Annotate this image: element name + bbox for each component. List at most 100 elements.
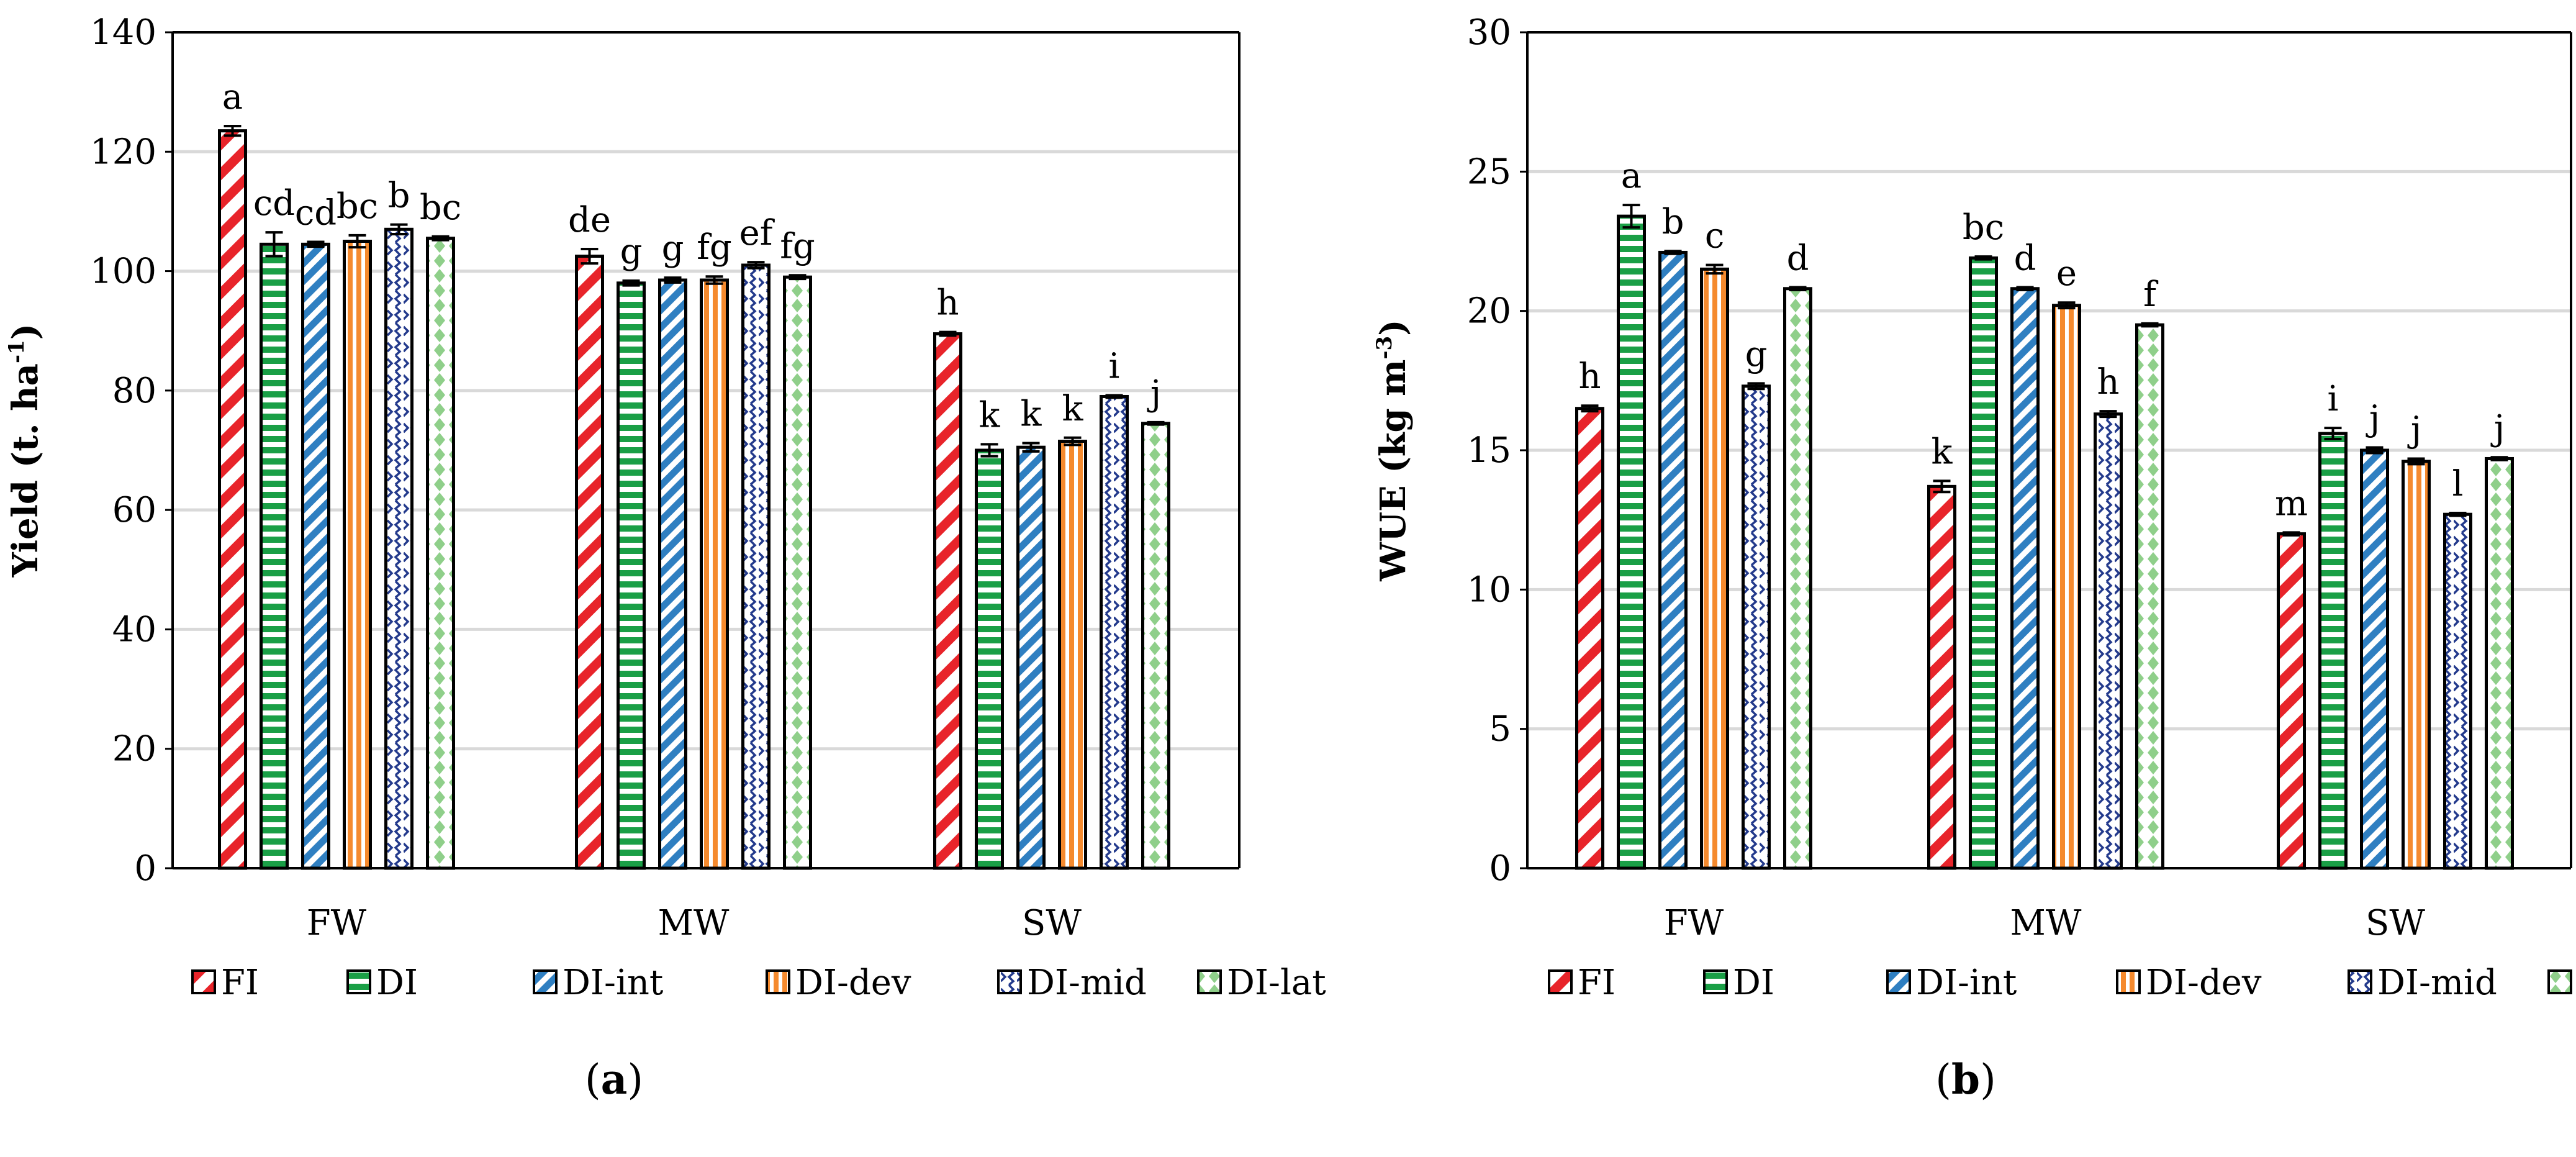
y-axis-label-superscript: -3 <box>1372 336 1397 360</box>
error-bar <box>1747 382 1765 391</box>
significance-letter: bc <box>420 188 461 228</box>
error-bar <box>747 261 765 270</box>
bar-di-dev-mw <box>700 278 729 870</box>
legend-label: FI <box>221 963 259 1003</box>
y-tick-label: 15 <box>1467 430 1511 471</box>
legend-label: DI-int <box>563 963 664 1003</box>
error-bar <box>1706 263 1724 275</box>
legend-label: DI-lat <box>1227 963 1326 1003</box>
significance-letter: bc <box>337 186 378 227</box>
bar-di-mid-mw <box>741 263 771 870</box>
error-bar <box>2141 322 2159 328</box>
significance-letter: ef <box>739 213 775 253</box>
legend-label: DI <box>1733 963 1774 1003</box>
error-bar <box>1974 255 1992 261</box>
error-bar <box>980 443 998 458</box>
bar-di-lat-fw <box>426 237 455 870</box>
legend-swatch <box>1548 969 1573 994</box>
legend-item-di-lat: DI-lat <box>1197 963 1326 1003</box>
legend-item-fi: FI <box>191 963 259 1003</box>
bar-fi-fw <box>1575 407 1604 870</box>
significance-letter: f <box>2143 275 2159 315</box>
significance-letter: fg <box>697 227 732 268</box>
panel-label: (a) <box>585 1055 643 1104</box>
error-bar <box>1105 394 1123 399</box>
bar-di-dev-fw <box>343 240 372 870</box>
bar-di-lat-fw <box>1783 287 1812 870</box>
yield-chart: Yield (t. ha-1) (a) 0 20 40 60 80 100 120 140 a c… <box>4 12 1326 1104</box>
bar-fi-mw <box>575 255 604 870</box>
y-tick-label: 40 <box>112 609 156 650</box>
panel-label-letter: a <box>601 1055 628 1104</box>
category-label-mw: MW <box>658 903 730 943</box>
bar-di-lat-mw <box>2135 323 2164 870</box>
legend-swatch <box>1197 969 1222 994</box>
significance-letter: a <box>1621 156 1642 196</box>
y-tick-label: 25 <box>1467 152 1511 192</box>
legend-item-di-int: DI-int <box>533 963 664 1003</box>
category-label-fw: FW <box>307 903 367 943</box>
error-bar <box>307 240 325 248</box>
significance-letter: d <box>1787 238 1809 279</box>
error-bar <box>939 330 957 337</box>
legend-label: DI-mid <box>2377 963 2497 1003</box>
bar-di-int-sw <box>2360 448 2389 870</box>
significance-letter: g <box>1745 334 1768 374</box>
panel-label-letter: b <box>1951 1055 1980 1104</box>
legend-swatch <box>766 969 790 994</box>
legend-item-fi: FI <box>1548 963 1616 1003</box>
significance-letter: cd <box>295 193 337 233</box>
error-bar <box>581 247 599 265</box>
bar-di-dev-mw <box>2052 304 2081 870</box>
legend-swatch <box>1703 969 1728 994</box>
significance-letter: k <box>1932 432 1953 472</box>
bar-di-int-mw <box>2010 287 2040 870</box>
y-tick-label: 80 <box>112 371 156 411</box>
error-bar <box>1789 286 1807 292</box>
significance-letter: h <box>1578 356 1601 397</box>
y-tick-label: 30 <box>1467 12 1511 53</box>
error-bar <box>2016 286 2034 292</box>
error-bar <box>2058 301 2076 310</box>
bar-fi-sw <box>2277 532 2306 870</box>
legend-item-di-dev: DI-dev <box>2116 963 2262 1003</box>
legend-swatch <box>2348 969 2372 994</box>
significance-letter: h <box>2097 362 2119 402</box>
legend-label: DI-dev <box>795 963 911 1003</box>
bar-di-mid-sw <box>2443 512 2472 870</box>
bar-di-sw <box>2318 432 2348 870</box>
significance-letter: k <box>1062 389 1084 429</box>
error-bar <box>1147 420 1165 426</box>
legend-item-di: DI <box>346 963 418 1003</box>
y-axis-label: Yield (t. ha-1) <box>4 324 46 578</box>
y-axis-label-close: ) <box>5 324 46 340</box>
bar-di-fw <box>260 242 289 870</box>
y-tick-label: 60 <box>112 490 156 530</box>
error-bar <box>348 234 366 249</box>
significance-letter: j <box>2366 399 2380 439</box>
significance-letter: b <box>1662 202 1684 242</box>
error-bar <box>1064 436 1082 447</box>
error-bar <box>1581 404 1599 413</box>
legend-item-di-mid: DI-mid <box>2348 963 2497 1003</box>
bar-fi-fw <box>218 129 247 870</box>
error-bar <box>1022 442 1040 453</box>
legend-label: DI-int <box>1916 963 2017 1003</box>
significance-letter: bc <box>1963 207 2004 248</box>
bar-di-int-sw <box>1016 445 1046 870</box>
y-tick-label: 20 <box>1467 291 1511 332</box>
significance-letter: i <box>2328 379 2339 419</box>
bar-di-lat-sw <box>2485 456 2514 870</box>
significance-letter: h <box>936 283 959 324</box>
significance-letter: a <box>222 77 243 117</box>
error-bar <box>2282 531 2300 537</box>
significance-letter: k <box>979 395 1001 435</box>
significance-letter: k <box>1021 394 1042 434</box>
y-tick-label: 5 <box>1489 709 1511 750</box>
y-tick-label: 0 <box>134 848 156 889</box>
category-label-fw: FW <box>1664 903 1724 943</box>
legend-label: DI-dev <box>2146 963 2262 1003</box>
error-bar <box>622 279 640 287</box>
